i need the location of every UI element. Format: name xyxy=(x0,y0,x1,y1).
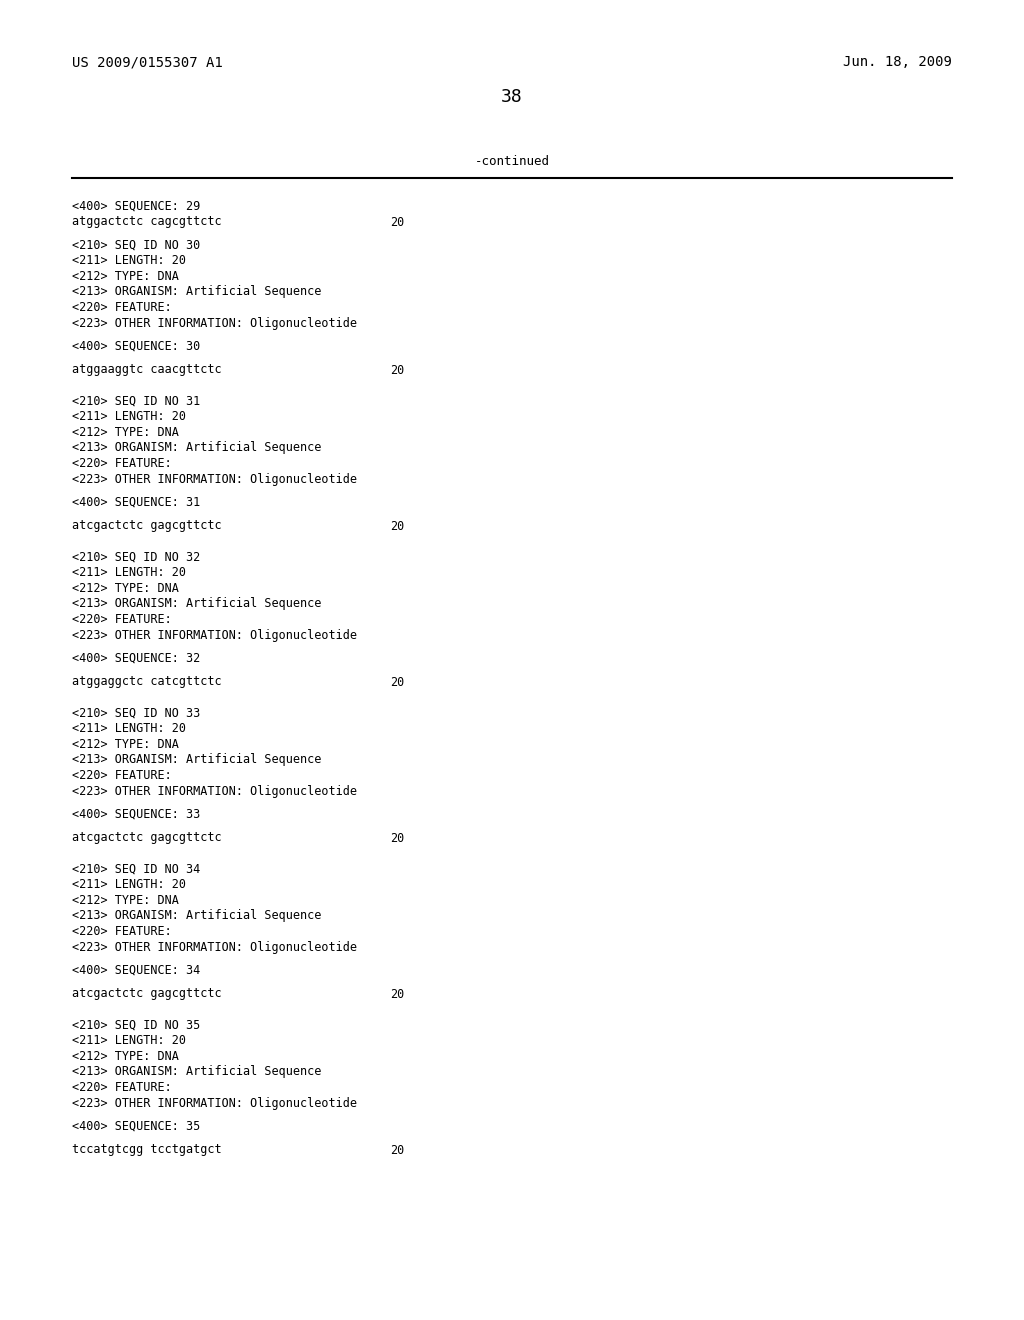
Text: atggaaggtc caacgttctc: atggaaggtc caacgttctc xyxy=(72,363,221,376)
Text: 38: 38 xyxy=(501,88,523,106)
Text: <220> FEATURE:: <220> FEATURE: xyxy=(72,925,172,939)
Text: <220> FEATURE:: <220> FEATURE: xyxy=(72,301,172,314)
Text: <212> TYPE: DNA: <212> TYPE: DNA xyxy=(72,738,179,751)
Text: Jun. 18, 2009: Jun. 18, 2009 xyxy=(843,55,952,69)
Text: atcgactctc gagcgttctc: atcgactctc gagcgttctc xyxy=(72,832,221,845)
Text: atcgactctc gagcgttctc: atcgactctc gagcgttctc xyxy=(72,520,221,532)
Text: <400> SEQUENCE: 31: <400> SEQUENCE: 31 xyxy=(72,496,201,510)
Text: <400> SEQUENCE: 33: <400> SEQUENCE: 33 xyxy=(72,808,201,821)
Text: <400> SEQUENCE: 34: <400> SEQUENCE: 34 xyxy=(72,964,201,977)
Text: <213> ORGANISM: Artificial Sequence: <213> ORGANISM: Artificial Sequence xyxy=(72,754,322,767)
Text: <223> OTHER INFORMATION: Oligonucleotide: <223> OTHER INFORMATION: Oligonucleotide xyxy=(72,1097,357,1110)
Text: <213> ORGANISM: Artificial Sequence: <213> ORGANISM: Artificial Sequence xyxy=(72,285,322,298)
Text: <212> TYPE: DNA: <212> TYPE: DNA xyxy=(72,271,179,282)
Text: <210> SEQ ID NO 35: <210> SEQ ID NO 35 xyxy=(72,1019,201,1032)
Text: 20: 20 xyxy=(390,832,404,845)
Text: -continued: -continued xyxy=(474,154,550,168)
Text: <213> ORGANISM: Artificial Sequence: <213> ORGANISM: Artificial Sequence xyxy=(72,909,322,923)
Text: <211> LENGTH: 20: <211> LENGTH: 20 xyxy=(72,411,186,424)
Text: 20: 20 xyxy=(390,676,404,689)
Text: <212> TYPE: DNA: <212> TYPE: DNA xyxy=(72,894,179,907)
Text: <210> SEQ ID NO 34: <210> SEQ ID NO 34 xyxy=(72,863,201,876)
Text: <400> SEQUENCE: 35: <400> SEQUENCE: 35 xyxy=(72,1119,201,1133)
Text: <213> ORGANISM: Artificial Sequence: <213> ORGANISM: Artificial Sequence xyxy=(72,441,322,454)
Text: <210> SEQ ID NO 31: <210> SEQ ID NO 31 xyxy=(72,395,201,408)
Text: 20: 20 xyxy=(390,363,404,376)
Text: <210> SEQ ID NO 32: <210> SEQ ID NO 32 xyxy=(72,550,201,564)
Text: <400> SEQUENCE: 29: <400> SEQUENCE: 29 xyxy=(72,201,201,213)
Text: <213> ORGANISM: Artificial Sequence: <213> ORGANISM: Artificial Sequence xyxy=(72,598,322,610)
Text: <220> FEATURE:: <220> FEATURE: xyxy=(72,770,172,781)
Text: 20: 20 xyxy=(390,520,404,532)
Text: <212> TYPE: DNA: <212> TYPE: DNA xyxy=(72,426,179,440)
Text: <211> LENGTH: 20: <211> LENGTH: 20 xyxy=(72,879,186,891)
Text: <223> OTHER INFORMATION: Oligonucleotide: <223> OTHER INFORMATION: Oligonucleotide xyxy=(72,940,357,953)
Text: atcgactctc gagcgttctc: atcgactctc gagcgttctc xyxy=(72,987,221,1001)
Text: atggactctc cagcgttctc: atggactctc cagcgttctc xyxy=(72,215,221,228)
Text: <212> TYPE: DNA: <212> TYPE: DNA xyxy=(72,1049,179,1063)
Text: tccatgtcgg tcctgatgct: tccatgtcgg tcctgatgct xyxy=(72,1143,221,1156)
Text: <211> LENGTH: 20: <211> LENGTH: 20 xyxy=(72,255,186,268)
Text: <220> FEATURE:: <220> FEATURE: xyxy=(72,612,172,626)
Text: <213> ORGANISM: Artificial Sequence: <213> ORGANISM: Artificial Sequence xyxy=(72,1065,322,1078)
Text: atggaggctc catcgttctc: atggaggctc catcgttctc xyxy=(72,676,221,689)
Text: <220> FEATURE:: <220> FEATURE: xyxy=(72,1081,172,1094)
Text: 20: 20 xyxy=(390,215,404,228)
Text: <223> OTHER INFORMATION: Oligonucleotide: <223> OTHER INFORMATION: Oligonucleotide xyxy=(72,628,357,642)
Text: <223> OTHER INFORMATION: Oligonucleotide: <223> OTHER INFORMATION: Oligonucleotide xyxy=(72,317,357,330)
Text: <400> SEQUENCE: 32: <400> SEQUENCE: 32 xyxy=(72,652,201,665)
Text: US 2009/0155307 A1: US 2009/0155307 A1 xyxy=(72,55,223,69)
Text: <223> OTHER INFORMATION: Oligonucleotide: <223> OTHER INFORMATION: Oligonucleotide xyxy=(72,784,357,797)
Text: 20: 20 xyxy=(390,1143,404,1156)
Text: 20: 20 xyxy=(390,987,404,1001)
Text: <212> TYPE: DNA: <212> TYPE: DNA xyxy=(72,582,179,595)
Text: <220> FEATURE:: <220> FEATURE: xyxy=(72,457,172,470)
Text: <211> LENGTH: 20: <211> LENGTH: 20 xyxy=(72,722,186,735)
Text: <210> SEQ ID NO 33: <210> SEQ ID NO 33 xyxy=(72,708,201,719)
Text: <211> LENGTH: 20: <211> LENGTH: 20 xyxy=(72,1035,186,1048)
Text: <223> OTHER INFORMATION: Oligonucleotide: <223> OTHER INFORMATION: Oligonucleotide xyxy=(72,473,357,486)
Text: <210> SEQ ID NO 30: <210> SEQ ID NO 30 xyxy=(72,239,201,252)
Text: <400> SEQUENCE: 30: <400> SEQUENCE: 30 xyxy=(72,341,201,352)
Text: <211> LENGTH: 20: <211> LENGTH: 20 xyxy=(72,566,186,579)
